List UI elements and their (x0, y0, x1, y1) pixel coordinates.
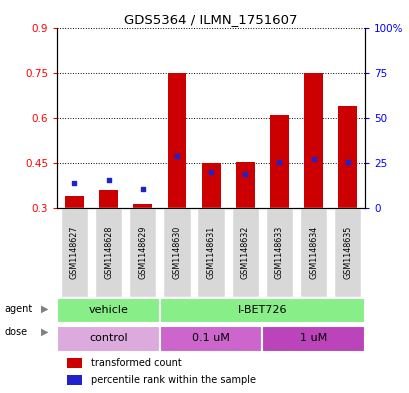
Text: ▶: ▶ (41, 327, 48, 337)
Bar (337, 106, 356, 208)
FancyBboxPatch shape (231, 208, 258, 297)
FancyBboxPatch shape (95, 208, 122, 297)
Text: GSM1148631: GSM1148631 (206, 226, 215, 279)
FancyBboxPatch shape (160, 298, 364, 323)
Bar (201, 163, 220, 208)
Text: GSM1148634: GSM1148634 (308, 226, 317, 279)
FancyBboxPatch shape (61, 208, 88, 297)
FancyBboxPatch shape (299, 208, 326, 297)
FancyBboxPatch shape (163, 208, 190, 297)
Point (276, 158, 282, 165)
Bar (133, 204, 152, 208)
FancyBboxPatch shape (197, 208, 224, 297)
FancyBboxPatch shape (57, 326, 160, 351)
Text: 0.1 uM: 0.1 uM (192, 333, 229, 343)
Text: percentile rank within the sample: percentile rank within the sample (91, 375, 256, 385)
Text: GSM1148632: GSM1148632 (240, 226, 249, 279)
Point (139, 185, 146, 192)
FancyBboxPatch shape (57, 298, 160, 323)
Text: GSM1148627: GSM1148627 (70, 226, 79, 279)
Bar (235, 162, 254, 208)
Bar (65, 196, 84, 208)
Bar (167, 73, 186, 208)
Point (173, 152, 180, 159)
Bar (270, 115, 288, 208)
FancyBboxPatch shape (333, 208, 361, 297)
Title: GDS5364 / ILMN_1751607: GDS5364 / ILMN_1751607 (124, 13, 297, 26)
Text: GSM1148629: GSM1148629 (138, 226, 147, 279)
Text: 1 uM: 1 uM (299, 333, 326, 343)
Text: control: control (89, 333, 128, 343)
Text: GSM1148628: GSM1148628 (104, 226, 113, 279)
Text: GSM1148633: GSM1148633 (274, 226, 283, 279)
Point (105, 176, 112, 183)
Point (241, 171, 248, 177)
Text: GSM1148630: GSM1148630 (172, 226, 181, 279)
Text: GSM1148635: GSM1148635 (342, 226, 351, 279)
Bar (67, 375, 82, 385)
Point (310, 155, 316, 162)
Text: agent: agent (4, 303, 32, 314)
FancyBboxPatch shape (160, 326, 262, 351)
FancyBboxPatch shape (265, 208, 292, 297)
Text: transformed count: transformed count (91, 358, 182, 368)
Text: vehicle: vehicle (88, 305, 128, 315)
Text: dose: dose (4, 327, 27, 337)
Bar (67, 358, 82, 368)
Text: ▶: ▶ (41, 303, 48, 314)
Bar (303, 73, 322, 208)
Point (344, 158, 350, 165)
Point (207, 169, 214, 175)
Text: I-BET726: I-BET726 (237, 305, 286, 315)
FancyBboxPatch shape (262, 326, 364, 351)
Bar (99, 190, 118, 208)
Point (71, 180, 78, 186)
FancyBboxPatch shape (129, 208, 156, 297)
